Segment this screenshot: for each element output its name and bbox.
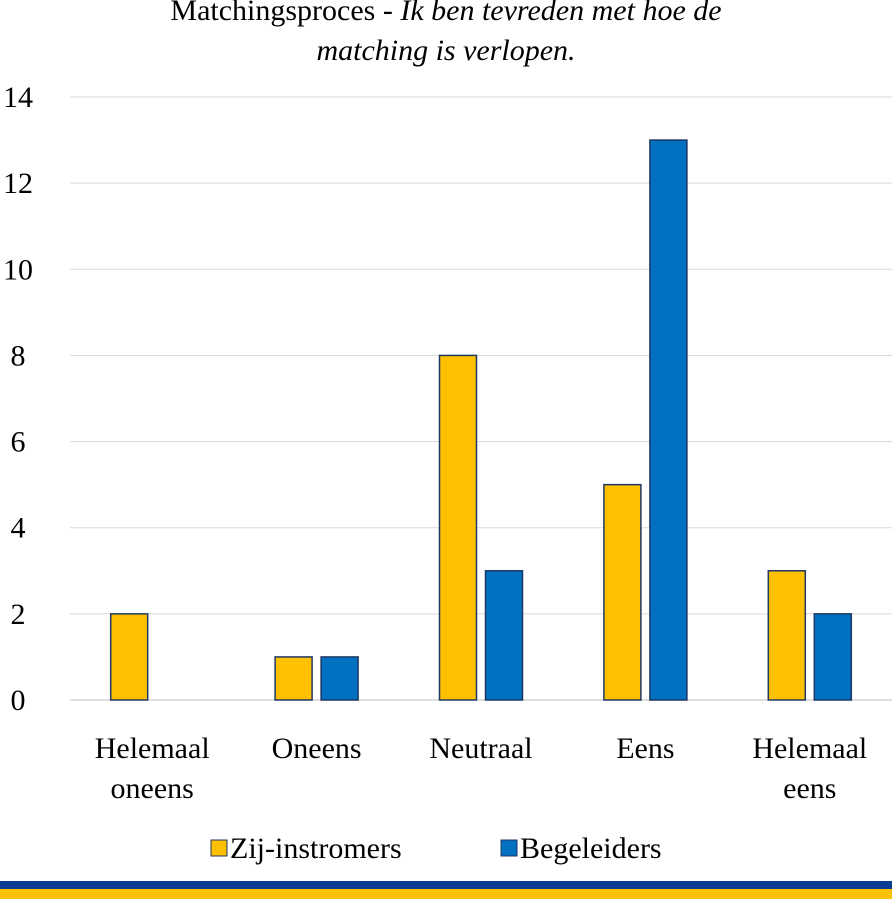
x-axis-labels: Helemaal oneens Oneens Neutraal Eens Helemaal…	[95, 732, 868, 805]
legend-swatch	[210, 839, 228, 857]
x-tick-label: Eens	[616, 732, 674, 765]
bar-begeleiders	[649, 139, 688, 701]
bar-zij-instromers	[767, 570, 807, 701]
y-axis-ticks: 0 2 4 6 8 10 12 14	[3, 81, 33, 717]
chart-title: Matchingsproces - Ik ben tevreden met ho…	[170, 0, 721, 67]
legend-label: Begeleiders	[520, 832, 662, 865]
chart-title-question: Ik ben tevreden met hoe de	[399, 0, 721, 27]
bar-begeleiders	[813, 613, 853, 701]
chart-title-prefix: Matchingsproces -	[170, 0, 400, 27]
legend-label: Zij-instromers	[230, 832, 402, 865]
bar-zij-instromers	[274, 656, 313, 701]
bars	[109, 139, 853, 701]
y-tick-label: 14	[3, 81, 33, 114]
legend: Zij-instromers Begeleiders	[210, 832, 662, 865]
footer-band-blue	[0, 881, 892, 889]
legend-swatch	[500, 839, 518, 857]
bar-zij-instromers	[109, 613, 149, 701]
y-tick-label: 2	[11, 598, 26, 631]
bar-zij-instromers	[438, 354, 478, 701]
x-tick-label: Oneens	[272, 732, 362, 765]
x-tick-label: Neutraal	[429, 732, 532, 765]
x-tick-label: Helemaal	[95, 732, 210, 765]
x-tick-label: eens	[783, 772, 836, 805]
bar-begeleiders	[484, 570, 524, 701]
x-tick-label: Helemaal	[752, 732, 867, 765]
y-tick-label: 0	[11, 684, 26, 717]
x-tick-label: oneens	[111, 772, 194, 805]
chart-title-line-1: Matchingsproces - Ik ben tevreden met ho…	[170, 0, 721, 27]
chart-title-line-2: matching is verlopen.	[316, 34, 575, 67]
y-tick-label: 10	[3, 253, 33, 286]
gridlines	[70, 96, 892, 701]
bar-begeleiders	[320, 656, 359, 701]
y-tick-label: 6	[11, 426, 26, 459]
y-tick-label: 8	[11, 339, 26, 372]
y-tick-label: 12	[3, 167, 33, 200]
bar-zij-instromers	[603, 483, 642, 701]
y-tick-label: 4	[11, 512, 26, 545]
footer-band-gold	[0, 889, 892, 899]
